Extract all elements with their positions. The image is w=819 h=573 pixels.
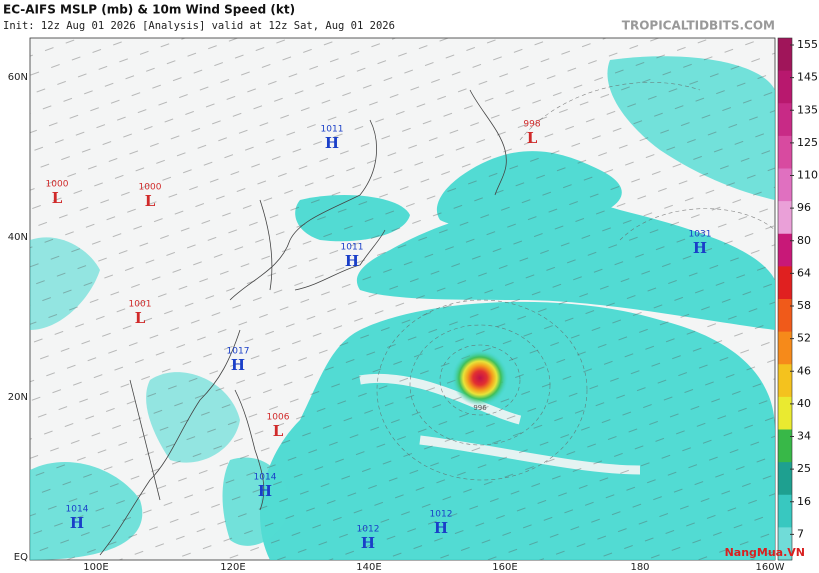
lon-label: 100E (83, 562, 108, 573)
colorbar-segment (778, 396, 792, 430)
lat-label: 40N (8, 232, 28, 243)
pressure-value: 1017 (227, 347, 250, 357)
pressure-value: 1011 (321, 125, 344, 135)
colorbar-segment (778, 299, 792, 333)
pressure-symbol: H (70, 514, 84, 532)
colorbar-label: 155 (797, 38, 818, 51)
pressure-symbol: L (273, 422, 284, 440)
pressure-symbol: H (693, 239, 707, 257)
pressure-symbol: L (52, 189, 63, 207)
colorbar-segment (778, 527, 792, 561)
colorbar-segment (778, 462, 792, 496)
colorbar-label: 58 (797, 299, 811, 312)
lon-label: 180 (630, 562, 649, 573)
colorbar-label: 145 (797, 71, 818, 84)
pressure-symbol: H (231, 356, 245, 374)
colorbar-segment (778, 494, 792, 528)
lat-label: EQ (14, 552, 28, 563)
lon-label: 140E (356, 562, 381, 573)
watermark: NangMua.VN (725, 546, 805, 559)
pressure-symbol: H (434, 519, 448, 537)
pressure-value: 1012 (430, 510, 453, 520)
pressure-symbol: H (345, 252, 359, 270)
colorbar-segment (778, 103, 792, 137)
pressure-symbol: L (145, 192, 156, 210)
pressure-value: 1001 (129, 300, 152, 310)
pressure-value: 998 (523, 120, 540, 130)
pressure-symbol: H (325, 134, 339, 152)
pressure-value: 1000 (139, 183, 162, 193)
colorbar-segment (778, 168, 792, 202)
colorbar-segment (778, 201, 792, 235)
pressure-symbol: L (135, 309, 146, 327)
colorbar-label: 135 (797, 103, 818, 116)
colorbar-label: 40 (797, 397, 811, 410)
colorbar-frame (777, 37, 793, 561)
lon-label: 160W (756, 562, 785, 573)
colorbar-label: 7 (797, 527, 804, 540)
pressure-symbol: H (258, 482, 272, 500)
lon-label: 120E (220, 562, 245, 573)
pressure-symbol: L (527, 129, 538, 147)
pressure-value: 1031 (689, 230, 712, 240)
storm-pressure: 996 (473, 404, 487, 412)
pressure-value: 1006 (267, 413, 290, 423)
lat-label: 20N (8, 392, 28, 403)
colorbar-label: 34 (797, 430, 811, 443)
colorbar-label: 110 (797, 169, 818, 182)
pressure-value: 1014 (66, 505, 89, 515)
colorbar-label: 52 (797, 332, 811, 345)
colorbar-label: 25 (797, 462, 811, 475)
colorbar-label: 80 (797, 234, 811, 247)
colorbar-segment (778, 233, 792, 267)
lon-label: 160E (492, 562, 517, 573)
source: TROPICALTIDBITS.COM (622, 19, 775, 33)
title: EC-AIFS MSLP (mb) & 10m Wind Speed (kt) (3, 3, 295, 17)
pressure-value: 1012 (357, 525, 380, 535)
colorbar-segment (778, 429, 792, 463)
colorbar-segment (778, 364, 792, 398)
colorbar-segment (778, 135, 792, 169)
colorbar-label: 125 (797, 136, 818, 149)
pressure-symbol: H (361, 534, 375, 552)
map (29, 37, 776, 561)
lat-label: 60N (8, 72, 28, 83)
colorbar-label: 46 (797, 364, 811, 377)
colorbar-segment (778, 331, 792, 365)
colorbar-segment (778, 266, 792, 300)
colorbar-label: 16 (797, 495, 811, 508)
pressure-value: 1011 (341, 243, 364, 253)
pressure-value: 1014 (254, 473, 277, 483)
colorbar-segment (778, 70, 792, 104)
pressure-value: 1000 (46, 180, 69, 190)
colorbar: 155 145 135 125 110 96 80 64 58 52 46 40 34 25 16 7 (777, 37, 818, 561)
colorbar-label: 96 (797, 201, 811, 214)
subtitle: Init: 12z Aug 01 2026 [Analysis] valid a… (3, 20, 395, 32)
colorbar-segment (778, 38, 792, 72)
colorbar-label: 64 (797, 266, 811, 279)
